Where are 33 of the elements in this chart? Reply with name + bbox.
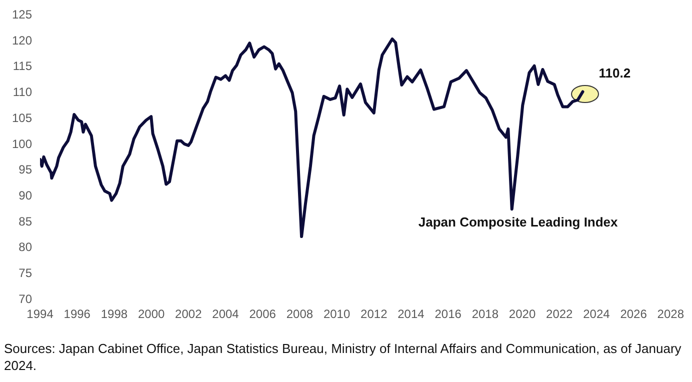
y-tick-label: 95 — [18, 162, 32, 177]
y-tick-label: 100 — [12, 136, 32, 151]
x-tick-label: 2010 — [323, 307, 350, 322]
x-tick-label: 2008 — [286, 307, 314, 322]
y-tick-label: 110 — [12, 85, 32, 100]
x-tick-label: 2012 — [360, 307, 388, 322]
x-tick-label: 2020 — [508, 307, 536, 322]
y-tick-label: 85 — [18, 214, 32, 228]
y-tick-label: 80 — [18, 240, 32, 254]
x-tick-label: 1994 — [26, 307, 54, 322]
y-tick-label: 90 — [18, 188, 32, 202]
x-tick-label: 2026 — [620, 307, 648, 322]
x-tick-label: 2024 — [583, 307, 610, 322]
y-tick-label: 70 — [18, 292, 32, 306]
x-tick-label: 2018 — [472, 307, 499, 322]
y-tick-label: 75 — [18, 266, 32, 280]
x-tick-label: 2004 — [212, 307, 240, 322]
y-tick-label: 105 — [12, 110, 32, 125]
x-tick-label: 1996 — [64, 307, 91, 322]
y-tick-label: 120 — [12, 33, 32, 48]
source-note: Sources: Japan Cabinet Office, Japan Statistics Bureau, Ministry of Internal Affairs and Communication, as of January 2024. — [3, 340, 682, 374]
x-tick-label: 2014 — [398, 307, 425, 322]
x-tick-label: 2028 — [657, 307, 684, 322]
x-tick-label: 2000 — [138, 307, 165, 322]
annotation: 110.2 — [598, 65, 631, 80]
x-tick-label: 2022 — [546, 307, 574, 322]
y-tick-label: 125 — [12, 8, 32, 22]
x-tick-label: 1998 — [100, 307, 128, 322]
x-tick-label: 2016 — [434, 307, 462, 322]
series-label: Japan Composite Leading Index — [418, 214, 619, 230]
x-tick-label: 2002 — [175, 307, 202, 322]
x-tick-label: 2006 — [249, 307, 276, 322]
y-tick-label: 115 — [12, 59, 32, 74]
